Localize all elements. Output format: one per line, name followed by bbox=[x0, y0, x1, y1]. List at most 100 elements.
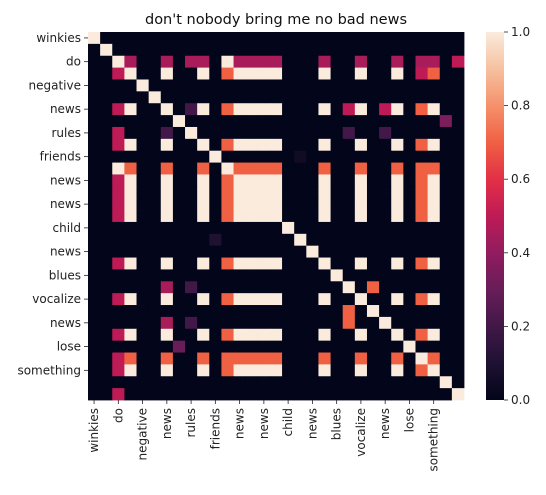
heatmap-cell bbox=[209, 328, 222, 342]
heatmap-cell bbox=[172, 364, 186, 377]
colorbar-tick-label: 0.8 bbox=[511, 99, 530, 113]
heatmap-cell bbox=[306, 43, 319, 57]
heatmap-cell bbox=[185, 269, 198, 282]
heatmap-cell bbox=[257, 293, 271, 306]
heatmap-cell bbox=[112, 91, 125, 104]
colorbar: 0.0 0.2 0.4 0.6 0.8 1.0 bbox=[486, 25, 530, 407]
heatmap-cell bbox=[197, 55, 210, 69]
heatmap-cell bbox=[100, 115, 113, 128]
heatmap-cell bbox=[269, 55, 283, 69]
heatmap-cell bbox=[379, 32, 392, 45]
heatmap-cell bbox=[294, 115, 307, 128]
heatmap-cell bbox=[282, 269, 295, 282]
heatmap-cell bbox=[403, 245, 416, 258]
heatmap-cell bbox=[160, 281, 174, 294]
heatmap-cell bbox=[415, 198, 429, 211]
heatmap-cell bbox=[88, 388, 101, 401]
heatmap-cell bbox=[245, 138, 259, 152]
heatmap-cell bbox=[354, 43, 368, 57]
heatmap-cell bbox=[124, 79, 137, 92]
heatmap-cell bbox=[306, 293, 319, 306]
heatmap-cell bbox=[282, 186, 295, 199]
heatmap-cell bbox=[112, 79, 125, 92]
heatmap-cell bbox=[282, 328, 295, 342]
heatmap-cell bbox=[354, 210, 368, 223]
heatmap-cell bbox=[318, 233, 331, 247]
heatmap-cell bbox=[257, 174, 271, 187]
heatmap-cell bbox=[124, 174, 137, 187]
heatmap-cell bbox=[439, 138, 453, 152]
heatmap-cell bbox=[136, 150, 150, 163]
heatmap-cell bbox=[439, 174, 453, 187]
heatmap-cell bbox=[330, 174, 344, 187]
heatmap-cell bbox=[257, 103, 271, 116]
heatmap-cell bbox=[427, 91, 441, 104]
heatmap-cell bbox=[100, 103, 113, 116]
heatmap-cell bbox=[112, 388, 125, 401]
x-tick-label: news bbox=[305, 408, 319, 439]
heatmap-cell bbox=[269, 79, 283, 92]
heatmap-cell bbox=[294, 388, 307, 401]
heatmap-cell bbox=[245, 67, 259, 80]
heatmap-cell bbox=[342, 103, 356, 116]
heatmap-cell bbox=[88, 281, 101, 294]
heatmap-cell bbox=[136, 138, 150, 152]
heatmap-cell bbox=[233, 281, 247, 294]
heatmap-cell bbox=[306, 210, 319, 223]
heatmap-cell bbox=[403, 328, 416, 342]
heatmap-cell bbox=[136, 55, 150, 69]
heatmap-cell bbox=[439, 269, 453, 282]
heatmap-cell bbox=[330, 126, 344, 140]
heatmap-cell bbox=[330, 150, 344, 163]
y-tick-label: blues bbox=[49, 268, 81, 282]
heatmap-cell bbox=[88, 55, 101, 69]
heatmap-cell bbox=[124, 352, 137, 365]
heatmap-cell bbox=[148, 150, 162, 163]
heatmap-cell bbox=[415, 352, 429, 365]
heatmap-cell bbox=[391, 328, 404, 342]
heatmap-cell bbox=[124, 91, 137, 104]
heatmap-cell bbox=[439, 103, 453, 116]
heatmap-cell bbox=[100, 364, 113, 377]
heatmap-cell bbox=[269, 316, 283, 330]
heatmap-cell bbox=[221, 79, 234, 92]
heatmap-cell bbox=[245, 198, 259, 211]
heatmap-cell bbox=[294, 186, 307, 199]
heatmap-cell bbox=[415, 103, 429, 116]
heatmap-cell bbox=[257, 198, 271, 211]
heatmap-cell bbox=[391, 340, 404, 353]
heatmap-cell bbox=[415, 32, 429, 45]
heatmap-cell bbox=[124, 126, 137, 140]
heatmap-cell bbox=[112, 376, 125, 389]
heatmap-cell bbox=[221, 32, 234, 45]
heatmap-cell bbox=[233, 269, 247, 282]
x-tick-label: vocalize bbox=[354, 408, 368, 457]
heatmap-cell bbox=[172, 269, 186, 282]
heatmap-cell bbox=[233, 364, 247, 377]
heatmap-cell bbox=[88, 328, 101, 342]
heatmap-cell bbox=[100, 150, 113, 163]
heatmap-cell bbox=[221, 55, 234, 69]
heatmap-cell bbox=[330, 233, 344, 247]
heatmap-cell bbox=[318, 138, 331, 152]
heatmap-cell bbox=[354, 328, 368, 342]
heatmap-cell bbox=[185, 388, 198, 401]
y-tick-label: vocalize bbox=[32, 292, 81, 306]
heatmap-cell bbox=[366, 388, 380, 401]
heatmap-cell bbox=[257, 32, 271, 45]
heatmap-cell bbox=[269, 67, 283, 80]
heatmap-cell bbox=[124, 316, 137, 330]
heatmap-cell bbox=[318, 316, 331, 330]
heatmap-cell bbox=[197, 32, 210, 45]
heatmap-cell bbox=[451, 221, 465, 235]
heatmap-cell bbox=[136, 186, 150, 199]
heatmap-cell bbox=[427, 79, 441, 92]
heatmap-cell bbox=[160, 210, 174, 223]
heatmap-cell bbox=[136, 376, 150, 389]
heatmap-cell bbox=[136, 233, 150, 247]
heatmap-cell bbox=[427, 293, 441, 306]
heatmap-cell bbox=[379, 186, 392, 199]
heatmap-cell bbox=[148, 186, 162, 199]
heatmap-cell bbox=[88, 115, 101, 128]
heatmap-cell bbox=[112, 43, 125, 57]
